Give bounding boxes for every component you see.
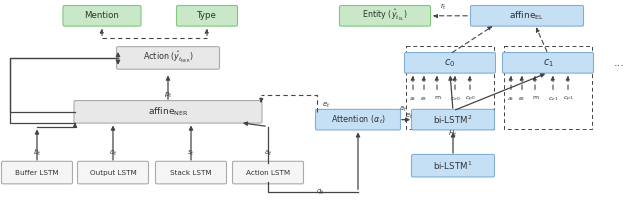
Text: m: m [532, 95, 538, 100]
Text: Type: Type [197, 11, 217, 20]
Text: m: m [434, 95, 440, 100]
FancyBboxPatch shape [232, 161, 303, 184]
FancyBboxPatch shape [470, 6, 584, 26]
Text: $c_{p1}$: $c_{p1}$ [563, 95, 573, 104]
FancyBboxPatch shape [156, 161, 227, 184]
Text: $p_t$: $p_t$ [164, 91, 172, 100]
Text: $e_t$: $e_t$ [518, 95, 526, 103]
Text: $o_t$: $o_t$ [109, 148, 117, 158]
Text: affine$_{\mathsf{NER}}$: affine$_{\mathsf{NER}}$ [148, 106, 188, 118]
Text: $e_t$: $e_t$ [420, 95, 428, 103]
Text: Stack LSTM: Stack LSTM [170, 170, 212, 176]
Text: $r_t$: $r_t$ [440, 2, 447, 12]
FancyBboxPatch shape [74, 101, 262, 123]
Text: $q_t$: $q_t$ [316, 188, 324, 197]
Text: Mention: Mention [84, 11, 120, 20]
FancyBboxPatch shape [63, 6, 141, 26]
Text: $H_t$: $H_t$ [449, 129, 458, 139]
Text: ...: ... [614, 58, 625, 68]
FancyBboxPatch shape [412, 109, 495, 130]
FancyBboxPatch shape [404, 53, 495, 73]
Text: bi-LSTM$^2$: bi-LSTM$^2$ [433, 113, 473, 126]
FancyBboxPatch shape [502, 53, 593, 73]
Text: $e_t$: $e_t$ [405, 112, 413, 121]
Text: $c_{p0}$: $c_{p0}$ [465, 95, 476, 104]
Text: Output LSTM: Output LSTM [90, 170, 136, 176]
Text: bi-LSTM$^1$: bi-LSTM$^1$ [433, 160, 473, 172]
Text: $s_t$: $s_t$ [187, 148, 195, 158]
Text: $a_t$: $a_t$ [409, 95, 417, 103]
FancyBboxPatch shape [339, 6, 431, 26]
Text: $e_t$: $e_t$ [322, 100, 330, 110]
Text: Action ($\hat{y}_{t_{\mathsf{NER}}}$): Action ($\hat{y}_{t_{\mathsf{NER}}}$) [143, 50, 193, 65]
Text: Action LSTM: Action LSTM [246, 170, 290, 176]
Text: $c_{e1}$: $c_{e1}$ [548, 95, 558, 103]
FancyBboxPatch shape [1, 161, 72, 184]
Text: affine$_{\mathsf{EL}}$: affine$_{\mathsf{EL}}$ [509, 10, 545, 22]
Text: $a_t$: $a_t$ [507, 95, 515, 103]
Text: Attention ($\alpha_t$): Attention ($\alpha_t$) [331, 113, 385, 126]
FancyBboxPatch shape [77, 161, 148, 184]
Text: $b_t$: $b_t$ [33, 148, 42, 158]
Text: $c_0$: $c_0$ [444, 57, 456, 69]
Text: $c_1$: $c_1$ [543, 57, 554, 69]
Text: Buffer LSTM: Buffer LSTM [15, 170, 59, 176]
Text: Entity ($\hat{y}_{t_{\mathsf{EL}}}$): Entity ($\hat{y}_{t_{\mathsf{EL}}}$) [362, 8, 408, 23]
Text: $a_t$: $a_t$ [399, 105, 407, 114]
FancyBboxPatch shape [177, 6, 237, 26]
Text: $c_{e0}$: $c_{e0}$ [450, 95, 460, 103]
FancyBboxPatch shape [412, 154, 495, 177]
FancyBboxPatch shape [316, 109, 401, 130]
Text: $a_t$: $a_t$ [264, 148, 272, 158]
FancyBboxPatch shape [116, 47, 220, 69]
